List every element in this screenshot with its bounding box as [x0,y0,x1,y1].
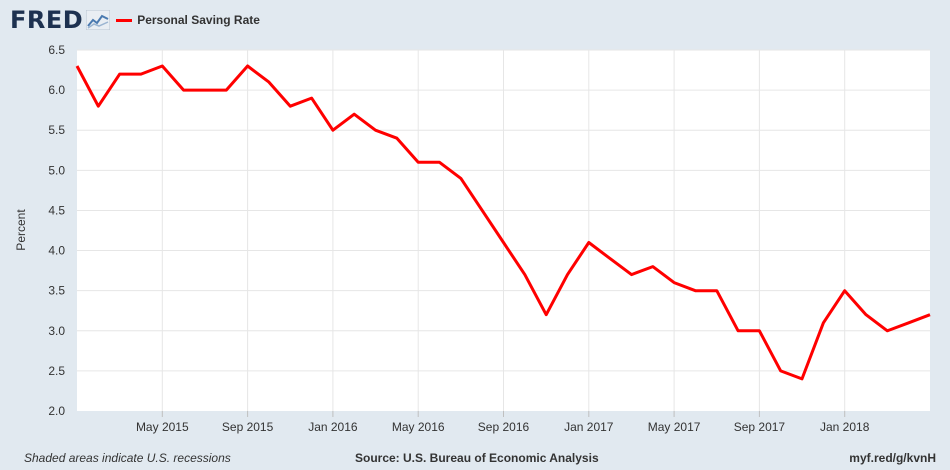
y-axis-ticks: 2.0 2.5 3.0 3.5 4.0 4.5 5.0 5.5 6.0 6.5 [48,43,65,418]
legend: Personal Saving Rate [116,13,260,27]
short-url-link[interactable]: myf.red/g/kvnH [849,451,936,465]
y-tick-label: 5.0 [48,163,65,177]
y-tick-label: 6.5 [48,43,65,57]
series-line [75,64,931,381]
x-tick-label: Sep 2016 [478,420,530,434]
trend-line-icon [86,10,111,30]
legend-label: Personal Saving Rate [137,13,260,27]
source-note: Source: U.S. Bureau of Economic Analysis [355,451,599,465]
x-axis-ticks: May 2015 Sep 2015 Jan 2016 May 2016 Sep 2016… [136,411,870,434]
plot-series [75,64,931,381]
x-tick-label: May 2017 [648,420,701,434]
x-tick-label: Sep 2017 [734,420,786,434]
fred-logo-text: FRED [10,6,84,34]
y-axis-label: Percent [14,209,28,251]
chart-header: FRED Personal Saving Rate [10,5,260,35]
y-tick-label: 2.5 [48,364,65,378]
x-tick-label: Jan 2018 [820,420,870,434]
legend-swatch [116,18,133,22]
y-tick-label: 2.0 [48,404,65,418]
x-tick-label: May 2016 [392,420,445,434]
y-tick-label: 6.0 [48,83,65,97]
y-tick-label: 3.0 [48,324,65,338]
y-tick-label: 5.5 [48,123,65,137]
y-tick-label: 3.5 [48,284,65,298]
x-tick-label: Jan 2017 [564,420,614,434]
y-tick-label: 4.5 [48,203,65,217]
fred-logo[interactable]: FRED [10,6,111,34]
x-tick-label: Jan 2016 [308,420,358,434]
y-tick-label: 4.0 [48,244,65,258]
recession-note: Shaded areas indicate U.S. recessions [24,451,231,465]
x-tick-label: May 2015 [136,420,189,434]
x-tick-label: Sep 2015 [222,420,274,434]
